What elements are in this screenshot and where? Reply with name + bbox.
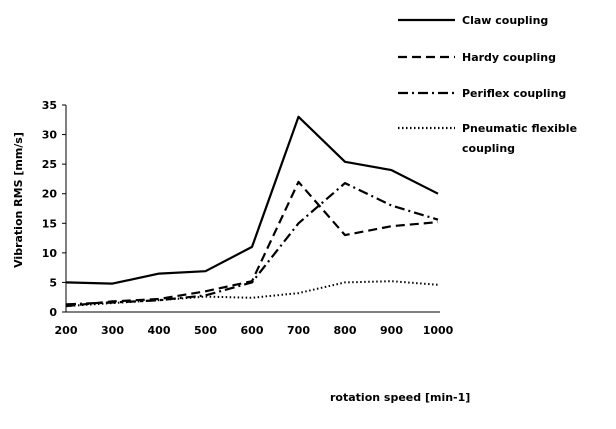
y-tick-label: 0 bbox=[49, 306, 57, 319]
y-tick-label: 10 bbox=[42, 247, 58, 260]
x-tick-label: 200 bbox=[55, 324, 78, 337]
y-tick-label: 20 bbox=[42, 188, 58, 201]
y-tick-labels: 0 5 10 15 20 25 30 35 bbox=[42, 99, 66, 319]
series-line-3 bbox=[65, 182, 439, 306]
legend-label-3: Periflex coupling bbox=[462, 87, 566, 100]
legend: Claw coupling Hardy coupling Periflex coup… bbox=[398, 14, 577, 155]
y-tick-label: 5 bbox=[49, 276, 57, 289]
x-tick-label: 1000 bbox=[423, 324, 454, 337]
legend-label-4: Pneumatic flexible bbox=[462, 122, 577, 135]
y-tick-label: 30 bbox=[42, 129, 58, 142]
x-tick-label: 600 bbox=[241, 324, 264, 337]
x-tick-labels: 200 300 400 500 600 700 800 900 1000 bbox=[55, 324, 454, 337]
y-tick-label: 25 bbox=[42, 158, 57, 171]
plot-lines bbox=[65, 115, 439, 308]
y-axis-label: Vibration RMS [mm/s] bbox=[12, 132, 25, 268]
x-tick-label: 700 bbox=[287, 324, 310, 337]
legend-label-1: Claw coupling bbox=[462, 14, 548, 27]
y-tick-label: 15 bbox=[42, 217, 57, 230]
x-tick-label: 800 bbox=[334, 324, 357, 337]
x-tick-label: 300 bbox=[101, 324, 124, 337]
x-tick-label: 500 bbox=[194, 324, 217, 337]
y-tick-label: 35 bbox=[42, 99, 57, 112]
x-axis-label: rotation speed [min-1] bbox=[330, 391, 470, 404]
series-line-1 bbox=[65, 115, 439, 285]
x-tick-label: 400 bbox=[148, 324, 171, 337]
legend-label-4: coupling bbox=[462, 142, 515, 155]
legend-label-2: Hardy coupling bbox=[462, 51, 556, 64]
x-tick-label: 900 bbox=[380, 324, 403, 337]
